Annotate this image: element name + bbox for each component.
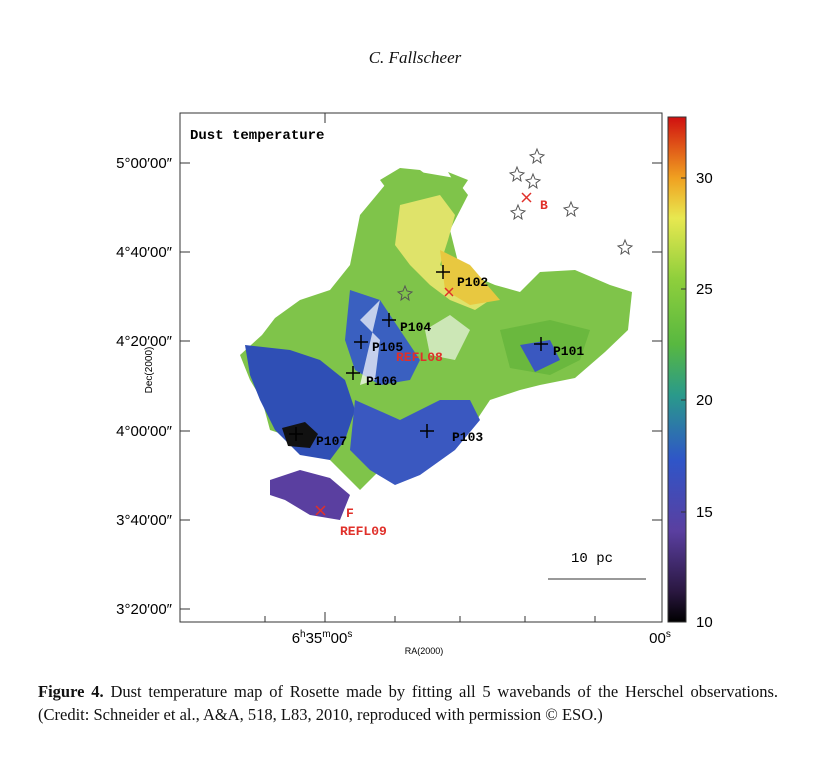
y-tick-label: 3°40′00″ [116, 512, 173, 529]
colorbar-ticks [681, 177, 686, 513]
red-label: REFL08 [396, 350, 443, 365]
source-label: P102 [457, 275, 488, 290]
colorbar-tick-label: 10 [696, 614, 713, 631]
star-markers [396, 147, 634, 302]
x-tick-part: h [300, 629, 306, 640]
x-axis-label: RA(2000) [405, 646, 444, 656]
red-label: B [540, 198, 548, 213]
x-tick-label: 6h35m00s [292, 629, 353, 647]
source-label: P103 [452, 430, 483, 445]
y-axis-label: Dec(2000) [144, 347, 155, 394]
caption-label: Figure 4. [38, 682, 104, 701]
colorbar-tick-label: 25 [696, 281, 713, 298]
figure: P102 P104 P105 P106 P101 P103 P107 B REF… [116, 112, 713, 656]
running-header: C. Fallscheer [368, 48, 462, 67]
colorbar-tick-label: 30 [696, 170, 713, 187]
red-crosses [315, 192, 532, 516]
y-tick-label: 4°00′00″ [116, 423, 173, 440]
y-tick-label: 3°20′00″ [116, 601, 173, 618]
source-label: P101 [553, 344, 584, 359]
y-tick-label: 4°40′00″ [116, 244, 173, 261]
y-tick-label: 5°00′00″ [116, 155, 173, 172]
x-tick-part: 35 [306, 630, 323, 647]
y-tick-label: 4°20′00″ [116, 333, 173, 350]
scale-bar-label: 10 pc [571, 551, 613, 567]
source-label: P104 [400, 320, 431, 335]
figure-caption: Figure 4. Dust temperature map of Rosett… [38, 680, 778, 726]
red-label: REFL09 [340, 524, 387, 539]
colorbar-tick-label: 15 [696, 504, 713, 521]
x-tick-label: 00s [649, 629, 671, 647]
x-tick-part: m [322, 629, 330, 640]
panel-title: Dust temperature [190, 128, 324, 144]
colorbar-tick-label: 20 [696, 392, 713, 409]
colorbar [667, 116, 687, 623]
x-tick-part: 6 [292, 630, 300, 647]
source-label: P107 [316, 434, 347, 449]
x-tick-part: 00 [649, 630, 666, 647]
caption-text: Dust temperature map of Rosette made by … [38, 682, 778, 724]
x-tick-part: 00 [331, 630, 348, 647]
x-tick-part: s [347, 629, 352, 640]
source-label: P106 [366, 374, 397, 389]
source-label: P105 [372, 340, 403, 355]
x-tick-part: s [666, 629, 671, 640]
temperature-map [240, 168, 632, 520]
source-crosses [289, 265, 548, 441]
red-label: F [346, 506, 354, 521]
axis-ticks [180, 113, 662, 622]
